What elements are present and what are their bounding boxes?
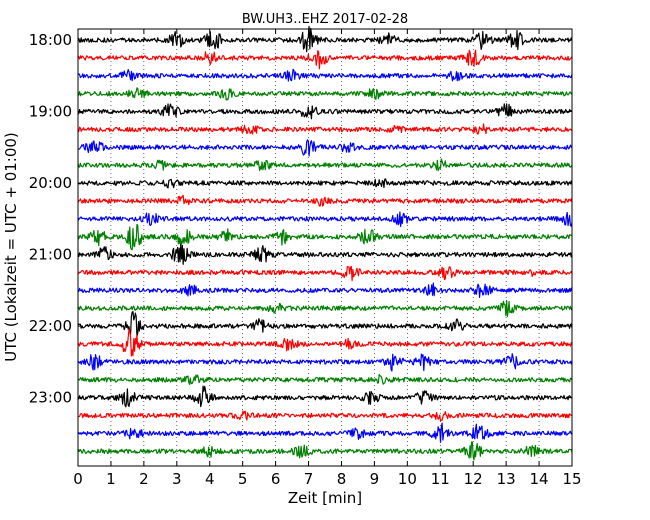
chart-title: BW.UH3..EHZ 2017-02-28 <box>242 12 408 27</box>
x-tick-label: 4 <box>205 470 215 488</box>
plot-frame <box>77 28 573 467</box>
y-tick-label: 22:00 <box>29 317 72 335</box>
x-axis-label: Zeit [min] <box>288 489 362 507</box>
x-tick-label: 5 <box>238 470 248 488</box>
y-tick-label: 18:00 <box>29 31 72 49</box>
trace-1945 <box>77 158 573 172</box>
x-axis: 0 1 2 3 4 5 6 7 8 9 10 11 12 13 14 15 <box>73 29 582 488</box>
x-tick-label: 10 <box>398 470 417 488</box>
trace-1800 <box>77 25 573 53</box>
y-tick-label: 19:00 <box>29 103 72 121</box>
trace-2100 <box>77 243 573 265</box>
trace-1830 <box>77 68 573 82</box>
trace-2000 <box>77 178 573 189</box>
x-tick-label: 13 <box>497 470 516 488</box>
y-tick-label: 21:00 <box>29 246 72 264</box>
trace-2315 <box>77 410 573 422</box>
y-axis-label: UTC (Lokalzeit = UTC + 01:00) <box>2 132 20 362</box>
x-tick-label: 2 <box>139 470 149 488</box>
trace-1930 <box>77 139 573 157</box>
trace-2300 <box>77 385 573 408</box>
x-tick-label: 14 <box>530 470 549 488</box>
trace-2030 <box>77 211 573 228</box>
x-tick-label: 11 <box>431 470 450 488</box>
y-axis: 18:00 19:00 20:00 21:00 22:00 23:00 <box>29 31 572 407</box>
trace-2230 <box>77 353 573 372</box>
x-tick-label: 1 <box>106 470 116 488</box>
traces <box>77 25 573 461</box>
x-tick-label: 6 <box>271 470 281 488</box>
trace-2215 <box>77 328 573 357</box>
trace-2115 <box>77 265 573 282</box>
trace-2345 <box>77 441 573 461</box>
trace-2245 <box>77 373 573 386</box>
y-tick-label: 23:00 <box>29 389 72 407</box>
x-tick-label: 8 <box>337 470 347 488</box>
grid-lines <box>110 29 540 466</box>
trace-2130 <box>77 282 573 299</box>
x-tick-label: 12 <box>464 470 483 488</box>
x-tick-label: 0 <box>73 470 83 488</box>
x-tick-label: 7 <box>304 470 314 488</box>
trace-1915 <box>77 123 573 135</box>
y-tick-label: 20:00 <box>29 174 72 192</box>
trace-2330 <box>77 422 573 443</box>
x-tick-label: 15 <box>562 470 581 488</box>
trace-2045 <box>77 223 573 251</box>
x-tick-label: 9 <box>370 470 380 488</box>
trace-1900 <box>77 103 573 120</box>
trace-2200 <box>77 310 573 338</box>
trace-2145 <box>77 300 573 318</box>
trace-2015 <box>77 194 573 207</box>
trace-1845 <box>77 87 573 101</box>
trace-1815 <box>77 49 573 70</box>
x-tick-label: 3 <box>172 470 182 488</box>
